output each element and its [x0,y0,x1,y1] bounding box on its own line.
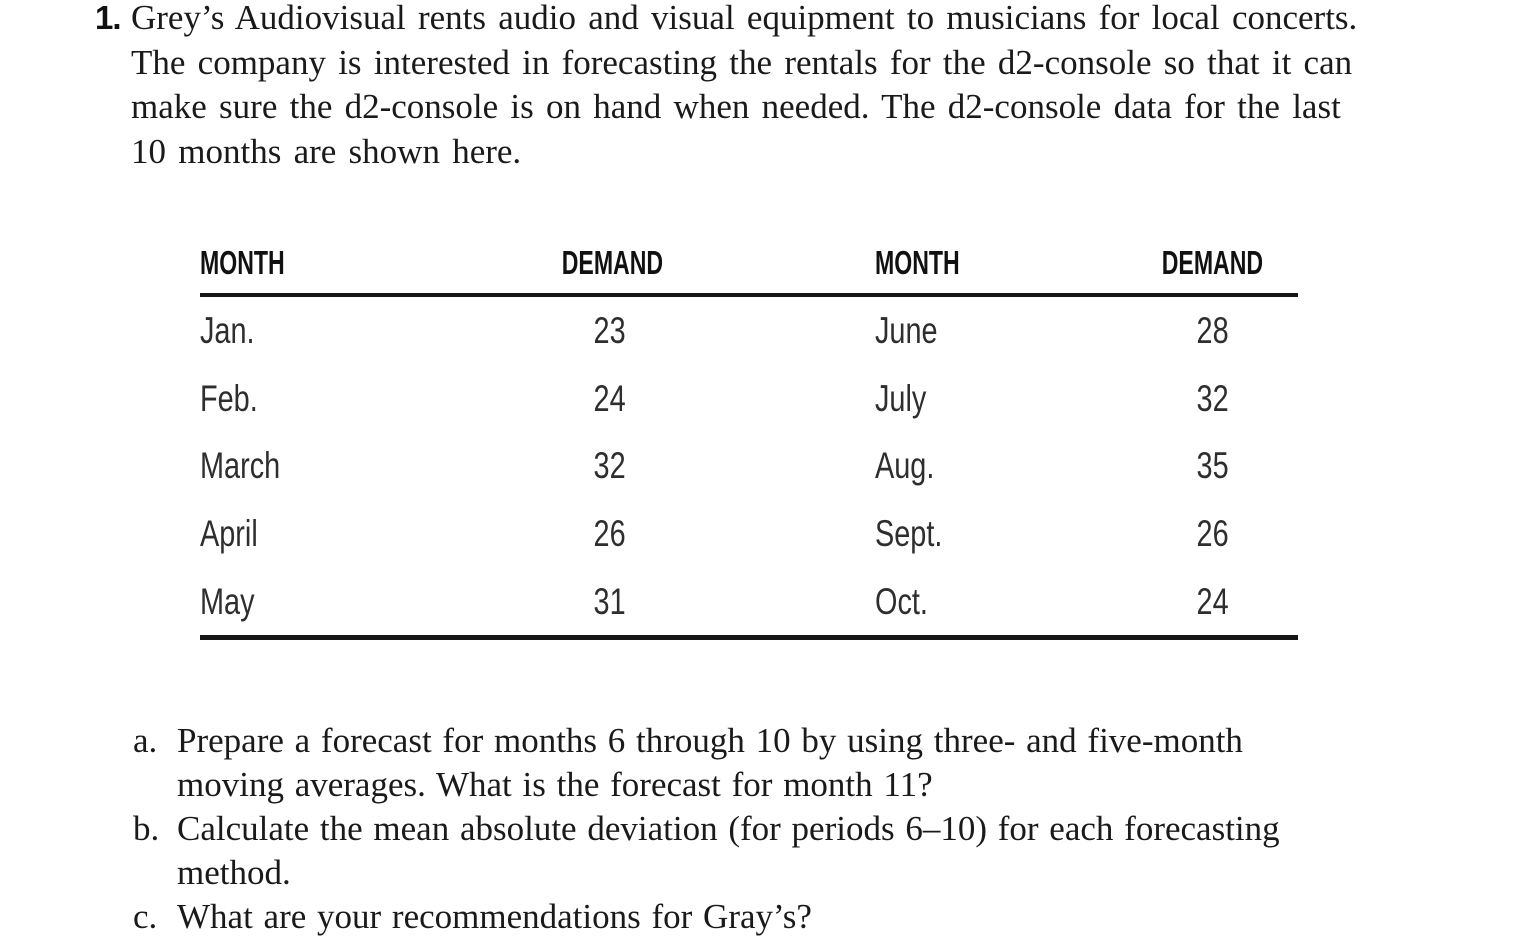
cell-month: Jan. [200,310,540,352]
cell-demand-text: 24 [1196,580,1229,622]
cell-month: Aug. [680,445,1127,487]
table-row: March 32 Aug. 35 [200,432,1298,500]
cell-month-text: June [875,309,938,351]
cell-demand: 28 [1127,310,1298,352]
cell-demand-text: 35 [1196,445,1229,487]
question-text: Calculate the mean absolute deviation (f… [177,807,1280,895]
question-line: Calculate the mean absolute deviation (f… [177,809,1280,848]
cell-month-text: March [200,445,281,487]
cell-month-text: July [875,377,927,419]
col-header-month-right: MONTH [680,244,1127,293]
cell-month: Sept. [680,513,1127,555]
statement-line-3: make sure the d2-console is on hand when… [131,87,1341,126]
cell-month: Oct. [680,581,1127,623]
col-header-demand-right: DEMAND [1127,244,1298,293]
cell-month: Feb. [200,378,540,420]
cell-demand-text: 32 [1196,377,1229,419]
statement-line-2: The company is interested in forecasting… [131,42,1353,82]
question-label: b. [133,809,160,848]
question-text: What are your recommendations for Gray’s… [177,895,812,939]
table-row: May 31 Oct. 24 [200,568,1298,636]
cell-month: July [680,378,1127,420]
demand-table: MONTH DEMAND MONTH DEMAND Jan. 23 June 2… [200,244,1298,641]
table-row: April 26 Sept. 26 [200,500,1298,568]
question-line: Prepare a forecast for months 6 through … [177,721,1243,760]
cell-demand: 32 [540,445,680,487]
cell-month: June [680,310,1127,352]
cell-month-text: Jan. [200,309,255,351]
question-item-b: b. Calculate the mean absolute deviation… [133,807,1280,895]
table-row: Jan. 23 June 28 [200,297,1298,365]
cell-month-text: Feb. [200,377,258,419]
cell-demand-text: 24 [593,377,627,419]
question-list: a. Prepare a forecast for months 6 throu… [133,719,1280,939]
cell-demand: 26 [540,513,680,555]
col-header-demand-left-label: DEMAND [561,244,664,281]
table-header-row: MONTH DEMAND MONTH DEMAND [200,244,1298,293]
cell-demand: 26 [1127,513,1298,555]
cell-demand-text: 32 [593,445,627,487]
cell-demand-text: 26 [593,512,627,554]
cell-demand: 24 [540,378,680,420]
table-body: Jan. 23 June 28 Feb. 24 July 32 March 32… [200,297,1298,635]
question-text: Prepare a forecast for months 6 through … [177,719,1243,807]
problem-statement: Grey’s Audiovisual rents audio and visua… [131,0,1431,174]
problem-block: 1. Grey’s Audiovisual rents audio and vi… [95,0,1431,174]
cell-month-text: Sept. [875,512,943,554]
cell-month-text: Aug. [875,445,935,487]
question-line: What are your recommendations for Gray’s… [177,897,812,936]
cell-demand-text: 31 [593,580,627,622]
cell-demand-text: 28 [1196,309,1229,351]
statement-line-4: 10 months are shown here. [131,131,522,171]
cell-month: March [200,445,540,487]
problem-number: 1. [95,0,122,36]
cell-month-text: April [200,512,258,554]
col-header-demand-left: DEMAND [540,244,680,293]
statement-line-1: Grey’s Audiovisual rents audio and visua… [131,0,1358,37]
cell-demand: 23 [540,310,680,352]
cell-demand-text: 26 [1196,512,1229,554]
question-item-a: a. Prepare a forecast for months 6 throu… [133,719,1280,807]
question-line: method. [177,853,291,892]
cell-demand: 32 [1127,378,1298,420]
question-label: a. [133,721,158,760]
question-item-c: c. What are your recommendations for Gra… [133,895,1280,939]
cell-month: May [200,581,540,623]
cell-demand: 31 [540,581,680,623]
question-label: c. [133,897,158,936]
table-top-rule [200,293,1298,297]
cell-month: April [200,513,540,555]
table-row: Feb. 24 July 32 [200,365,1298,433]
cell-demand: 35 [1127,445,1298,487]
col-header-demand-right-label: DEMAND [1161,244,1264,281]
col-header-month-left: MONTH [200,244,540,293]
question-line: moving averages. What is the forecast fo… [177,765,933,804]
cell-month-text: Oct. [875,580,928,622]
cell-demand: 24 [1127,581,1298,623]
col-header-month-right-label: MONTH [875,244,960,281]
cell-demand-text: 23 [593,309,627,351]
table-bottom-rule [200,635,1298,641]
col-header-month-left-label: MONTH [200,244,285,281]
cell-month-text: May [200,580,255,622]
